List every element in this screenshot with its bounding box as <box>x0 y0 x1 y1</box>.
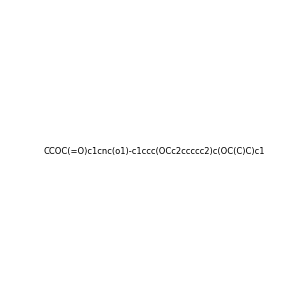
Text: CCOC(=O)c1cnc(o1)-c1ccc(OCc2ccccc2)c(OC(C)C)c1: CCOC(=O)c1cnc(o1)-c1ccc(OCc2ccccc2)c(OC(… <box>43 147 265 156</box>
